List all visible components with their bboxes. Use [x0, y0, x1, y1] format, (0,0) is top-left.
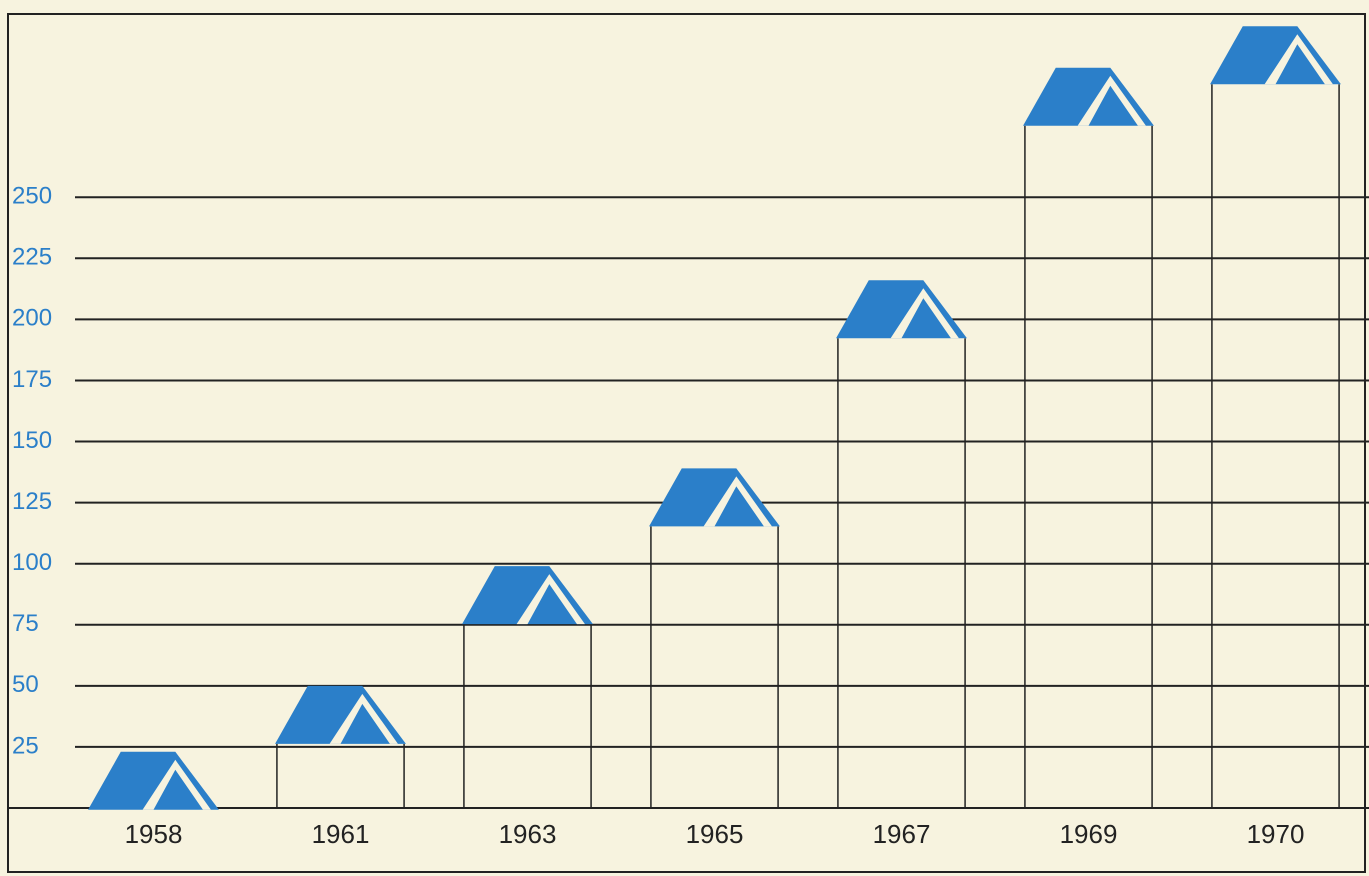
tent	[836, 280, 967, 339]
tent-door	[516, 574, 585, 625]
tent-door	[1264, 34, 1333, 85]
bar	[462, 566, 593, 808]
y-tick-label: 250	[12, 183, 52, 210]
x-tick-label: 1970	[1247, 819, 1305, 849]
tent-door	[329, 693, 398, 744]
bar	[1210, 26, 1341, 808]
tent	[275, 685, 406, 744]
y-tick-label: 225	[12, 244, 52, 271]
tent-door	[890, 288, 959, 339]
y-tick-label: 200	[12, 305, 52, 332]
x-tick-label: 1967	[873, 819, 931, 849]
tent-door	[142, 759, 211, 810]
x-tick-label: 1961	[312, 819, 370, 849]
tent	[1210, 26, 1341, 85]
y-tick-label: 50	[12, 671, 39, 698]
bar	[836, 280, 967, 808]
y-tick-label: 150	[12, 427, 52, 454]
tent	[649, 468, 780, 527]
tent	[88, 751, 219, 810]
tent	[462, 566, 593, 625]
bar	[649, 468, 780, 808]
bar	[275, 685, 406, 808]
y-tick-label: 75	[12, 610, 39, 637]
x-tick-label: 1969	[1060, 819, 1118, 849]
x-tick-label: 1963	[499, 819, 557, 849]
frame	[7, 13, 1366, 873]
tent-door	[703, 476, 772, 527]
tent	[1023, 67, 1154, 126]
x-tick-label: 1958	[125, 819, 183, 849]
y-tick-label: 25	[12, 732, 39, 759]
y-tick-label: 175	[12, 366, 52, 393]
y-tick-label: 100	[12, 549, 52, 576]
bar	[88, 751, 219, 810]
y-tick-label: 125	[12, 488, 52, 515]
bar	[1023, 67, 1154, 808]
tent-door	[1077, 75, 1146, 126]
x-tick-label: 1965	[686, 819, 744, 849]
